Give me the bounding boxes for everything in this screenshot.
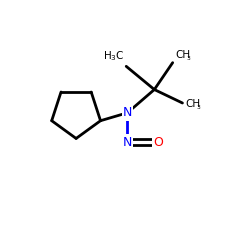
Text: $_3$: $_3$	[186, 54, 192, 63]
Text: O: O	[153, 136, 163, 148]
Text: CH: CH	[185, 99, 200, 109]
Text: H$_3$C: H$_3$C	[104, 50, 125, 64]
Text: $_3$: $_3$	[196, 104, 201, 112]
Text: CH: CH	[175, 50, 190, 60]
Text: N: N	[123, 136, 132, 148]
Text: N: N	[123, 106, 132, 119]
